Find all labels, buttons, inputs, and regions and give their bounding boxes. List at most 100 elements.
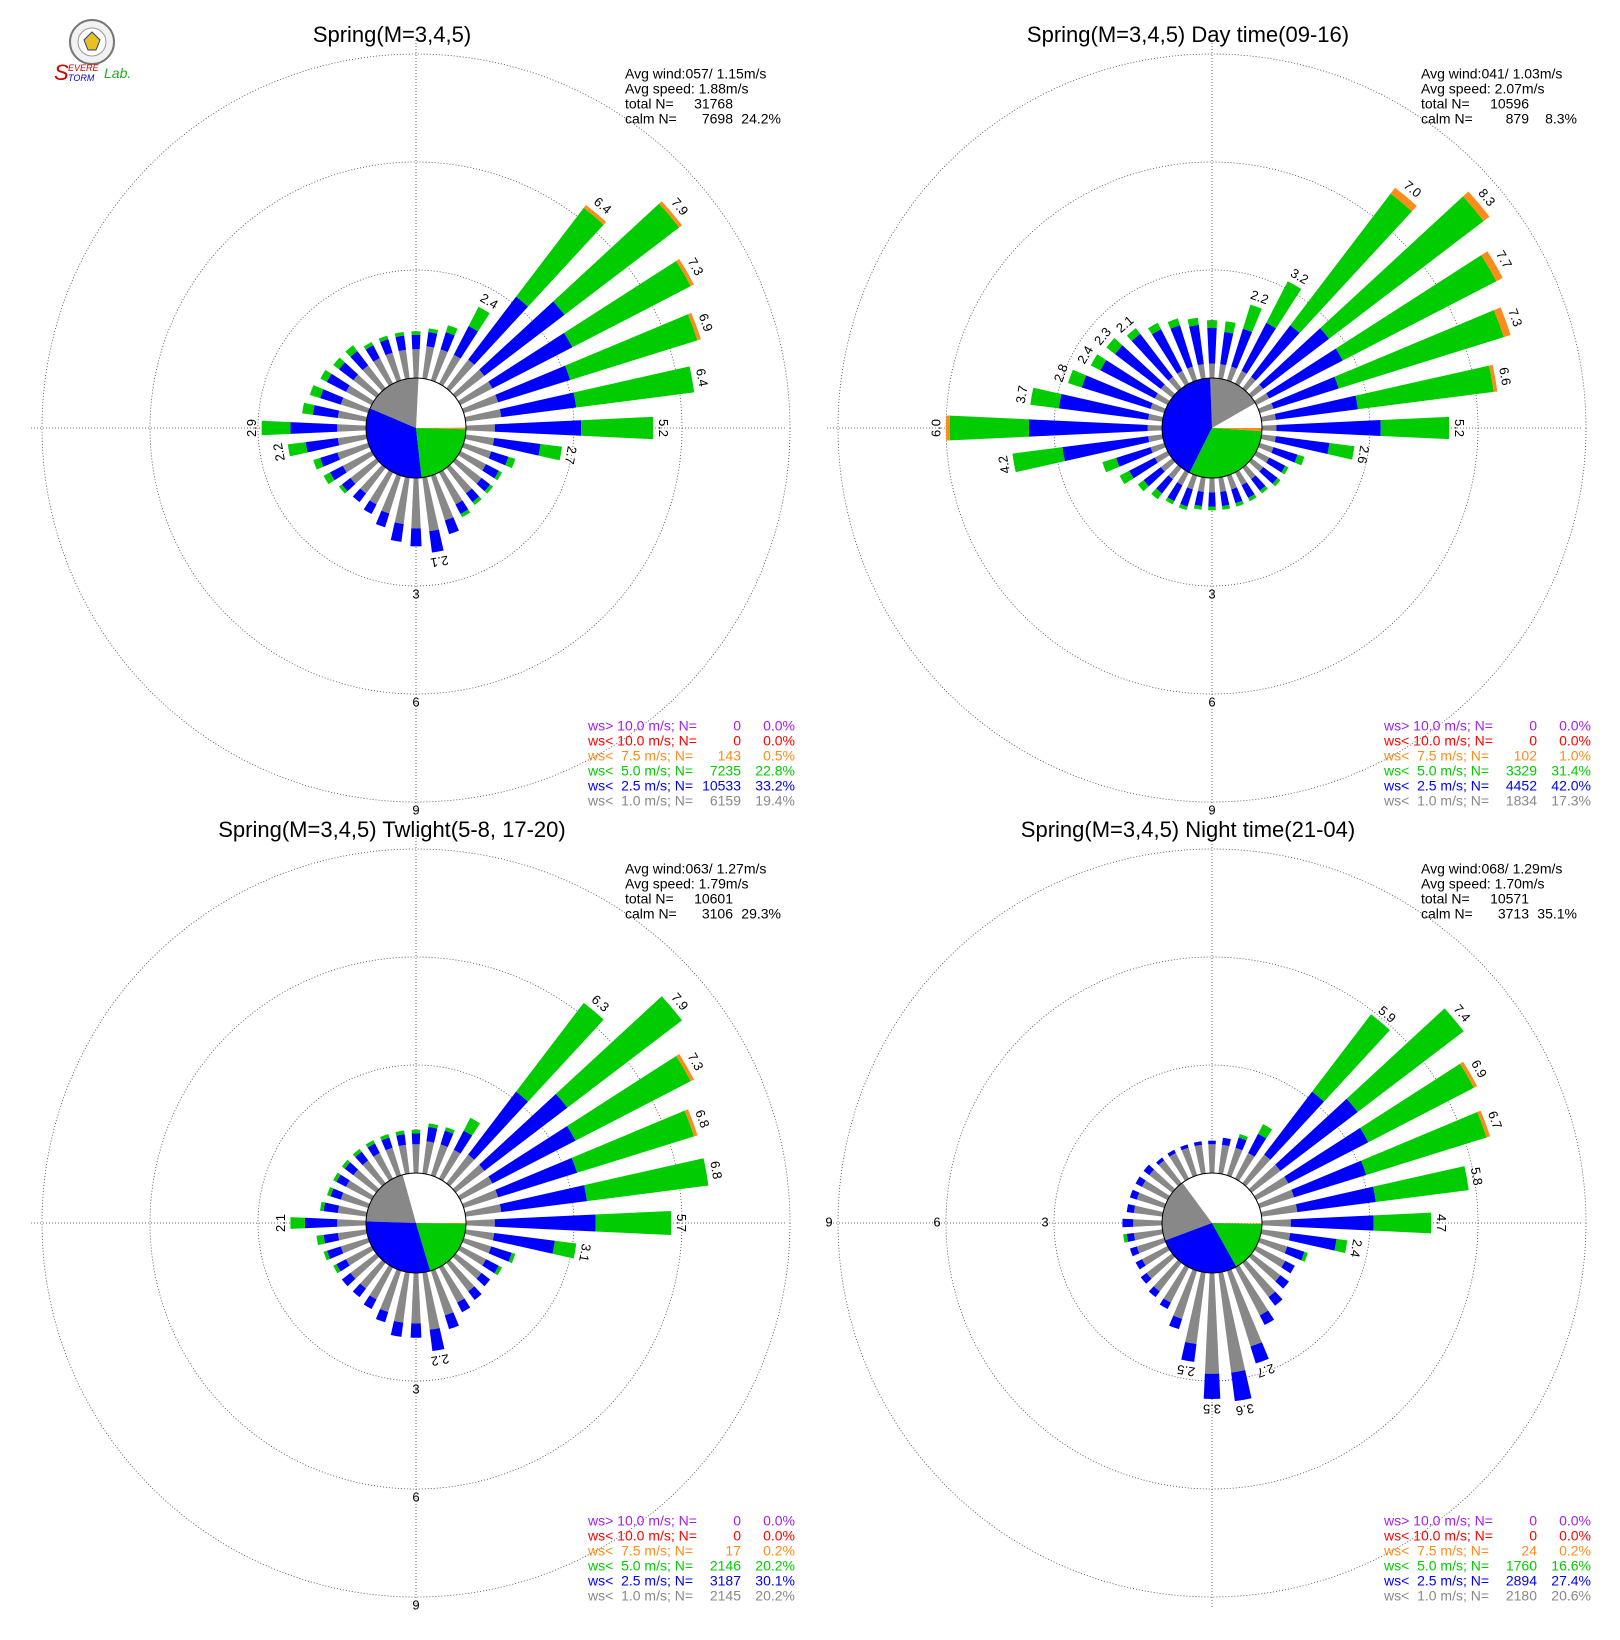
- bar-segment: [320, 452, 340, 467]
- bar-segment: [1133, 1205, 1164, 1217]
- bar-segment: [1147, 424, 1163, 432]
- bar-segment: [1220, 331, 1234, 366]
- bar-total-label: 3.7: [1013, 384, 1031, 404]
- bar-segment: [394, 476, 410, 525]
- legend-label: ws< 7.5 m/s; N=: [587, 1543, 693, 1559]
- bar-segment: [1231, 328, 1253, 369]
- bar-segment: [345, 1180, 374, 1201]
- bar-segment: [1028, 419, 1148, 437]
- bar-segment: [538, 443, 563, 461]
- stat-label: total N=: [1421, 891, 1470, 907]
- bar-segment: [344, 1162, 359, 1176]
- stat-value: 3713: [1498, 906, 1529, 922]
- bar-segment: [430, 349, 448, 382]
- bar-segment: [313, 457, 324, 470]
- bar-segment: [1281, 465, 1289, 475]
- legend-percent: 22.8%: [755, 763, 795, 779]
- bar-segment: [302, 402, 315, 415]
- bar-segment: [1260, 1229, 1291, 1241]
- r-tick-label: 6: [412, 1489, 419, 1504]
- bar-segment: [1173, 1269, 1198, 1319]
- bar-segment: [1248, 1253, 1281, 1282]
- bar-segment: [1208, 1140, 1216, 1145]
- bar-segment: [508, 1252, 516, 1264]
- legend-percent: 0.2%: [1559, 1543, 1591, 1559]
- bar-segment: [564, 260, 691, 348]
- bar-segment: [323, 1202, 340, 1213]
- bar-segment: [595, 1210, 672, 1236]
- bar-segment: [320, 369, 332, 382]
- bar-segment: [369, 1265, 394, 1300]
- legend-percent: 16.6%: [1551, 1558, 1591, 1574]
- bar-segment: [411, 1133, 421, 1145]
- bar-total-label: 6.7: [1485, 1109, 1505, 1131]
- bar-segment: [390, 522, 404, 542]
- bar-segment: [353, 374, 380, 398]
- bar-total-label: 5.8: [1468, 1166, 1486, 1186]
- r-tick-label: 3: [412, 586, 419, 601]
- bar-segment: [375, 510, 390, 528]
- bar-segment: [309, 385, 324, 399]
- calm-sector: [1212, 403, 1262, 428]
- grid-ring: [149, 956, 683, 1490]
- stat-line: Avg speed: 1.88m/s: [625, 81, 748, 97]
- bar-segment: [341, 1272, 356, 1287]
- bar-segment: [1208, 492, 1216, 507]
- bar-segment: [333, 1172, 341, 1182]
- bar-segment: [1242, 304, 1262, 333]
- bar-segment: [1116, 447, 1153, 467]
- bar-segment: [1231, 487, 1243, 504]
- bar-segment: [410, 528, 422, 547]
- bar-segment: [1137, 480, 1149, 492]
- bar-total-label: 6.0: [928, 419, 943, 437]
- legend-label: ws< 1.0 m/s; N=: [587, 793, 693, 809]
- bar-segment: [430, 1144, 448, 1177]
- bar-segment: [1242, 376, 1256, 392]
- bar-segment: [1258, 403, 1274, 414]
- bar-segment: [488, 332, 573, 389]
- bar-segment: [462, 1189, 499, 1209]
- bar-segment: [353, 1169, 380, 1193]
- bar-segment: [1143, 1164, 1155, 1176]
- bar-segment: [1226, 474, 1237, 490]
- legend-percent: 20.6%: [1551, 1588, 1591, 1604]
- legend-count: 10533: [702, 778, 741, 794]
- bar-segment: [949, 415, 1030, 441]
- bar-segment: [1260, 434, 1276, 443]
- stat-label: calm N=: [1421, 111, 1473, 127]
- bar-segment: [336, 1174, 350, 1187]
- bar-segment: [553, 203, 680, 315]
- bar-segment: [340, 397, 370, 414]
- r-tick-label: 3: [1041, 1214, 1048, 1229]
- bar-segment: [1294, 454, 1305, 466]
- legend-label: ws< 7.5 m/s; N=: [587, 748, 693, 764]
- bar-segment: [341, 477, 356, 492]
- bar-segment: [1231, 1370, 1252, 1402]
- r-tick-label: 6: [412, 694, 419, 709]
- bar-segment: [465, 424, 495, 432]
- bar-segment: [1271, 376, 1339, 409]
- bar-segment: [464, 434, 495, 446]
- legend-label: ws< 1.0 m/s; N=: [1383, 793, 1489, 809]
- bar-segment: [1185, 1271, 1206, 1345]
- legend-label: ws< 2.5 m/s; N=: [1383, 1573, 1489, 1589]
- bar-segment: [438, 1149, 461, 1181]
- bar-segment: [567, 1055, 691, 1141]
- bar-segment: [1193, 1141, 1202, 1147]
- r-tick-label: 9: [825, 1214, 832, 1229]
- bar-segment: [330, 1188, 344, 1200]
- bar-segment: [1119, 470, 1134, 485]
- legend-percent: 19.4%: [755, 793, 795, 809]
- bar-total-label: 6.8: [707, 1160, 725, 1180]
- bar-segment: [1165, 497, 1175, 505]
- bar-segment: [458, 381, 493, 406]
- legend-label: ws< 10.0 m/s; N=: [1383, 1528, 1493, 1544]
- bar-segment: [472, 496, 482, 506]
- bar-total-label: 3.6: [1235, 1401, 1255, 1419]
- bar-segment: [411, 1129, 421, 1134]
- bar-segment: [1180, 1144, 1189, 1151]
- bar-segment: [488, 451, 509, 466]
- legend-percent: 27.4%: [1551, 1573, 1591, 1589]
- bar-segment: [337, 424, 367, 432]
